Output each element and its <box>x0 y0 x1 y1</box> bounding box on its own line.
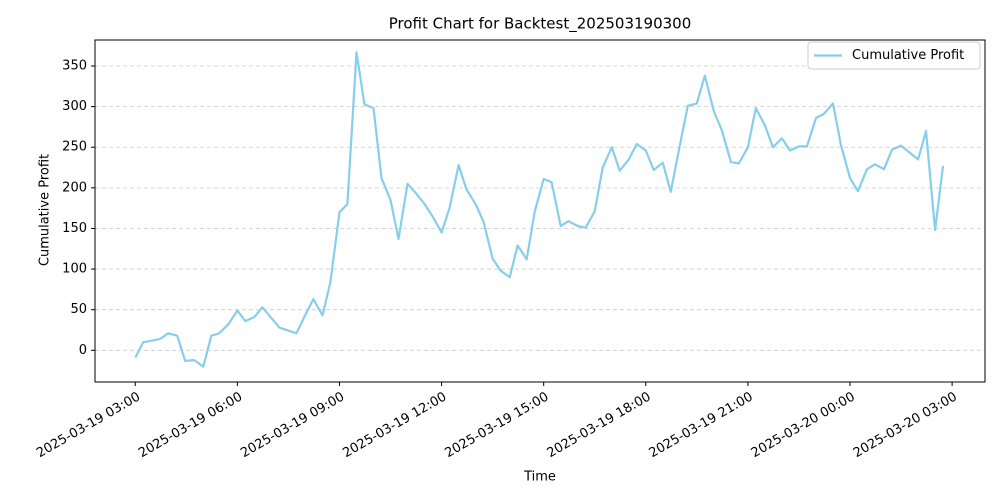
y-tick-label: 100 <box>62 262 87 277</box>
y-tick-label: 350 <box>62 58 87 73</box>
data-line <box>134 51 945 368</box>
legend: Cumulative Profit <box>807 41 981 70</box>
x-tick-label: 2025-03-19 09:00 <box>238 390 347 462</box>
legend-label: Cumulative Profit <box>852 48 964 63</box>
legend-box <box>807 41 981 70</box>
y-tick-label: 50 <box>70 302 87 317</box>
x-tick-label: 2025-03-19 21:00 <box>647 390 756 462</box>
x-tick-label: 2025-03-19 06:00 <box>136 390 245 462</box>
x-tick-label: 2025-03-20 03:00 <box>851 390 960 462</box>
x-axis-label: Time <box>523 470 556 485</box>
plot-frame <box>94 39 986 383</box>
y-tick-label: 150 <box>62 221 87 236</box>
x-tick-label: 2025-03-20 00:00 <box>749 390 858 462</box>
x-tick-label: 2025-03-19 12:00 <box>340 390 449 462</box>
x-tick-label: 2025-03-19 03:00 <box>34 390 143 462</box>
y-axis-label: Cumulative Profit <box>38 154 53 266</box>
y-tick-label: 0 <box>79 343 87 358</box>
x-tick-label: 2025-03-19 15:00 <box>442 390 551 462</box>
x-tick-label: 2025-03-19 18:00 <box>545 390 654 462</box>
y-tick-label: 250 <box>62 140 87 155</box>
y-tick-label: 200 <box>62 180 87 195</box>
y-tick-label: 300 <box>62 99 87 114</box>
chart-title: Profit Chart for Backtest_202503190300 <box>389 15 692 34</box>
